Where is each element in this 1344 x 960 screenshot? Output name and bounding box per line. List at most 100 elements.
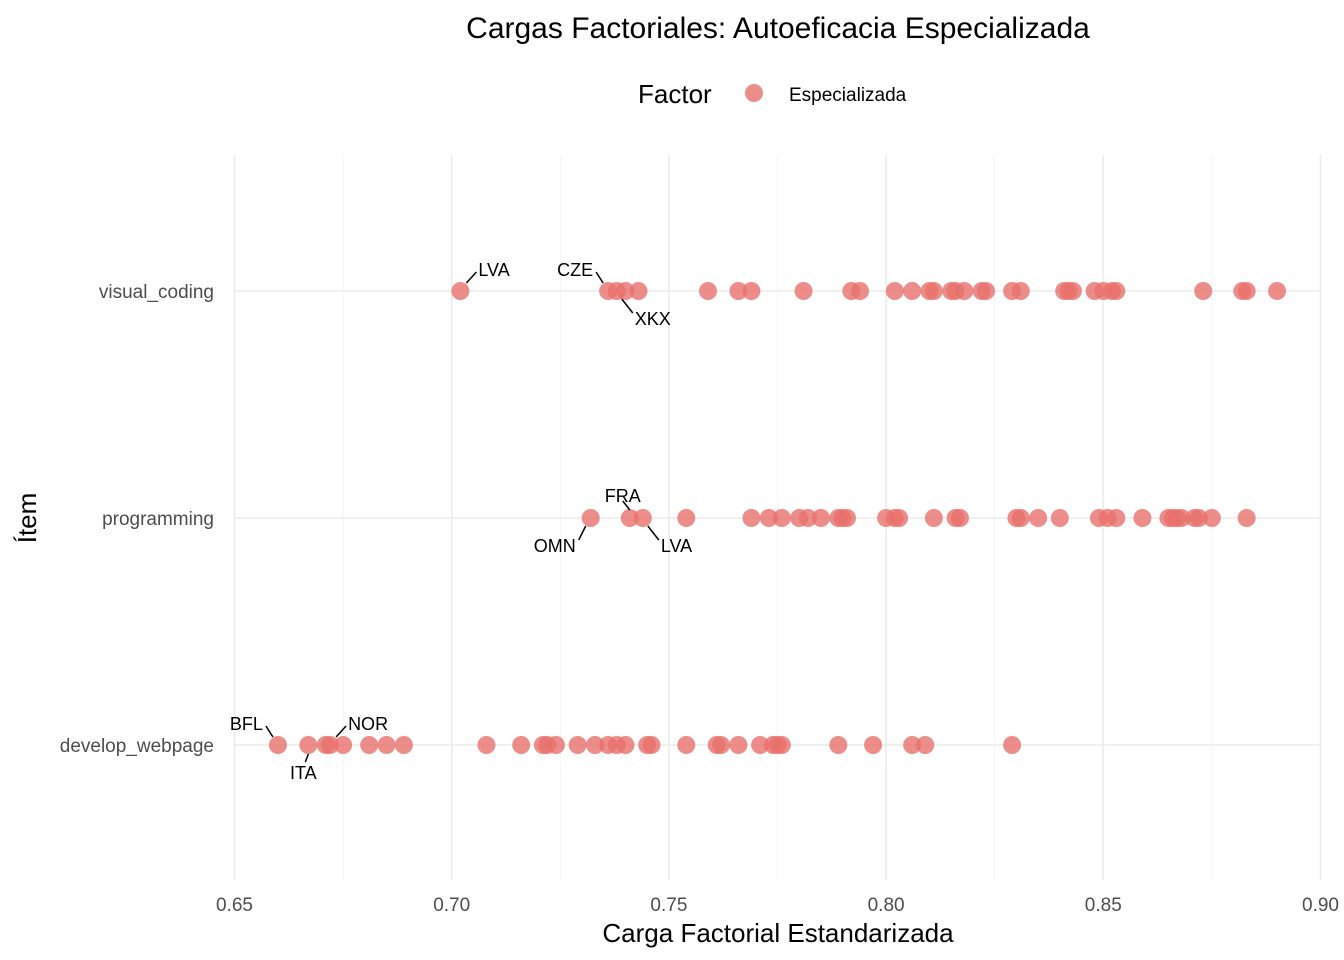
chart-title: Cargas Factoriales: Autoeficacia Especia… (466, 12, 1090, 45)
data-point (712, 736, 731, 754)
data-point (955, 282, 974, 300)
point-annotations: LVA CZE XKX FRA OMN LVA BFL NOR ITA (230, 260, 692, 783)
data-point (885, 282, 904, 300)
data-point (742, 282, 761, 300)
y-axis-ticks: develop_webpage programming visual_coding (60, 282, 214, 757)
data-point (1237, 509, 1256, 527)
legend-swatch-especializada (745, 84, 763, 102)
data-points (268, 282, 1287, 754)
data-point (751, 736, 770, 754)
annotation-leader-line (265, 725, 274, 738)
data-point (1107, 509, 1126, 527)
data-point (977, 282, 996, 300)
data-point (1063, 282, 1082, 300)
legend: Factor Especializada (638, 79, 907, 109)
data-point (1189, 509, 1208, 527)
y-tick-label: programming (102, 509, 214, 530)
data-point (698, 282, 717, 300)
data-point (829, 736, 848, 754)
annotation-leader-line (578, 525, 587, 541)
data-point (677, 736, 696, 754)
data-point (729, 282, 748, 300)
annotation-leader-line (621, 298, 634, 314)
data-point (890, 509, 909, 527)
data-point (477, 736, 496, 754)
data-point (394, 736, 413, 754)
annotation-label: LVA (478, 260, 509, 280)
data-point (1011, 509, 1030, 527)
annotation-leader-line (622, 500, 631, 511)
x-axis-ticks: 0.65 0.70 0.75 0.80 0.85 0.90 (216, 895, 1339, 916)
annotation-leader-line (304, 753, 310, 763)
data-point (1133, 509, 1152, 527)
data-point (759, 509, 778, 527)
data-point (1237, 282, 1256, 300)
annotation-label: LVA (661, 536, 692, 556)
data-point (586, 736, 605, 754)
data-point (798, 509, 817, 527)
data-point (903, 282, 922, 300)
data-point (729, 736, 748, 754)
data-point (916, 736, 935, 754)
data-point (546, 736, 565, 754)
data-point (950, 509, 969, 527)
data-point (811, 509, 830, 527)
data-point (1107, 282, 1126, 300)
x-tick-label: 0.85 (1085, 895, 1122, 916)
data-point (629, 282, 648, 300)
data-point (360, 736, 379, 754)
annotation-label: CZE (557, 260, 593, 280)
annotation-label: FRA (605, 486, 641, 506)
data-point (568, 736, 587, 754)
data-point (620, 509, 639, 527)
data-point (1194, 282, 1213, 300)
x-tick-label: 0.80 (868, 895, 905, 916)
x-tick-label: 0.75 (650, 895, 687, 916)
annotation-leader-line (595, 271, 604, 284)
data-point (772, 509, 791, 527)
data-point (334, 736, 353, 754)
data-point (838, 509, 857, 527)
data-point (1172, 509, 1191, 527)
data-point (633, 509, 652, 527)
annotation-leader-line (647, 525, 660, 541)
data-point (794, 282, 813, 300)
data-point (1003, 736, 1022, 754)
data-point (772, 736, 791, 754)
y-tick-label: develop_webpage (60, 736, 214, 757)
x-axis-title: Carga Factorial Estandarizada (602, 918, 954, 948)
data-point (1029, 509, 1048, 527)
data-point (742, 509, 761, 527)
legend-label-especializada: Especializada (789, 85, 907, 106)
data-point (851, 282, 870, 300)
data-point (924, 509, 943, 527)
annotation-label: OMN (534, 536, 576, 556)
data-point (321, 736, 340, 754)
data-point (1202, 509, 1221, 527)
x-tick-label: 0.65 (216, 895, 253, 916)
data-point (268, 736, 287, 754)
data-point (903, 736, 922, 754)
data-point (581, 509, 600, 527)
annotation-label: NOR (348, 714, 388, 734)
annotation-leader-line (465, 271, 477, 284)
data-point (451, 282, 470, 300)
data-point (616, 282, 635, 300)
data-point (642, 736, 661, 754)
data-point (616, 736, 635, 754)
y-tick-label: visual_coding (99, 282, 214, 303)
data-point (864, 736, 883, 754)
data-point (1011, 282, 1030, 300)
data-point (1050, 509, 1069, 527)
x-tick-label: 0.70 (433, 895, 470, 916)
x-tick-label: 0.90 (1302, 895, 1339, 916)
annotation-label: XKX (635, 309, 671, 329)
annotation-label: ITA (290, 763, 317, 783)
y-axis-title: Ítem (12, 493, 42, 544)
annotation-label: BFL (230, 714, 263, 734)
legend-title: Factor (638, 79, 712, 109)
data-point (512, 736, 531, 754)
annotation-leader-line (335, 725, 347, 738)
data-point (299, 736, 318, 754)
